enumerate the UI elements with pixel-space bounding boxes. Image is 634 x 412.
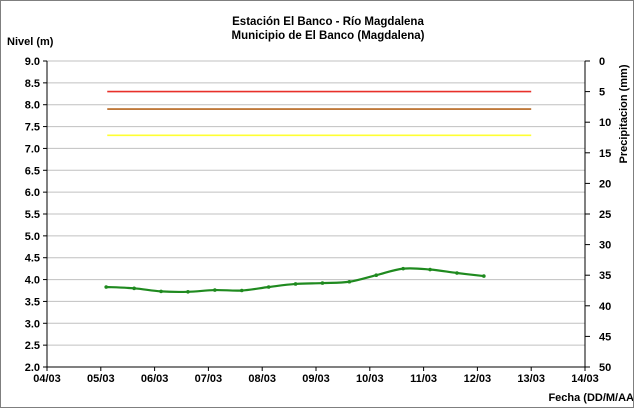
x-axis-title: Fecha (DD/M/AA: [548, 392, 633, 404]
y2-tick-label: 30: [599, 240, 611, 252]
y-tick-label: 8.5: [25, 78, 40, 90]
x-tick-label: 11/03: [410, 373, 437, 385]
series-point: [401, 266, 405, 271]
x-tick-label: 05/03: [87, 373, 115, 385]
series-point: [374, 273, 379, 278]
x-tick-label: 13/03: [517, 373, 545, 385]
y2-tick-label: 40: [599, 301, 611, 313]
y-tick-label: 6.5: [25, 165, 40, 177]
y-tick-label: 7.5: [25, 122, 40, 134]
y2-tick-label: 50: [599, 362, 611, 374]
x-tick-label: 14/03: [571, 373, 599, 385]
y2-tick-label: 35: [599, 270, 611, 282]
y2-tick-label: 45: [599, 331, 611, 343]
series-point: [213, 288, 217, 292]
series-point: [239, 288, 244, 293]
threshold-layer: [107, 90, 532, 137]
y-tick-label: 2.0: [25, 362, 40, 374]
y2-axis-title: Precipitacion (mm): [618, 64, 630, 163]
x-tick-label: 06/03: [141, 373, 169, 385]
y-tick-label: 8.0: [25, 100, 40, 112]
series-line: [106, 267, 484, 294]
y-tick-label: 4.0: [25, 275, 40, 287]
y2-tick-label: 25: [599, 209, 611, 221]
y2-tick-label: 10: [599, 117, 611, 129]
y-tick-label: 7.0: [25, 143, 40, 155]
series-point: [159, 289, 163, 294]
series-point: [132, 286, 136, 291]
chart-subtitle: Municipio de El Banco (Magdalena): [232, 30, 425, 42]
y2-tick-label: 15: [599, 148, 611, 160]
x-tick-label: 07/03: [195, 373, 223, 385]
y-tick-label: 9.0: [25, 56, 40, 68]
y-tick-label: 3.5: [25, 296, 40, 308]
series-layer: [104, 266, 486, 294]
y-tick-label: 5.5: [25, 209, 40, 221]
series-point: [428, 267, 432, 272]
axes-layer: [43, 60, 590, 371]
series-point: [104, 285, 108, 289]
y2-tick-label: 20: [599, 178, 611, 190]
tick-layer: 2.0 2.5 3.0 3.5 4.0 4.5 5.0 5.5 6.0 6.5 7.0 7.5 8.0 8…: [25, 56, 612, 385]
y-tick-label: 6.0: [25, 187, 40, 199]
x-tick-label: 04/03: [33, 373, 61, 385]
x-tick-label: 09/03: [302, 373, 330, 385]
x-tick-label: 12/03: [464, 373, 492, 385]
series-point: [347, 279, 352, 284]
y-tick-label: 5.0: [25, 231, 40, 243]
y2-tick-label: 5: [599, 87, 605, 99]
y-axis-title: Nivel (m): [7, 36, 54, 48]
x-tick-label: 08/03: [248, 373, 276, 385]
x-tick-label: 10/03: [356, 373, 384, 385]
series-point: [186, 290, 190, 294]
series-point: [455, 271, 459, 275]
series-point: [266, 285, 271, 289]
y-tick-label: 3.0: [25, 318, 40, 330]
chart-title: Estación El Banco - Río Magdalena: [232, 16, 424, 28]
series-point: [320, 281, 325, 285]
y-tick-label: 2.5: [25, 340, 40, 352]
series-point: [482, 274, 486, 278]
y2-tick-label: 0: [599, 56, 605, 68]
y-tick-label: 4.5: [25, 253, 40, 265]
grid-layer: [47, 60, 585, 346]
series-point: [293, 282, 298, 286]
